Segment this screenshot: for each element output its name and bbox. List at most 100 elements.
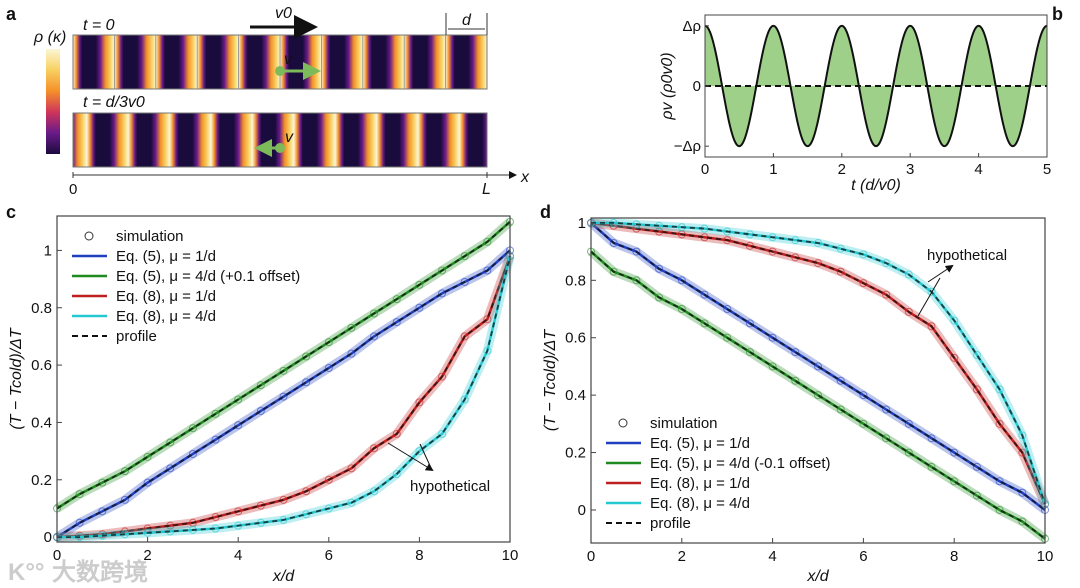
x-tick-label: 6	[325, 547, 333, 564]
simulation-point	[655, 293, 664, 302]
panel-label-d: d	[540, 202, 551, 222]
simulation-point	[927, 322, 936, 331]
simulation-point	[415, 398, 424, 407]
particle-label-t1: v	[285, 129, 294, 146]
simulation-point	[234, 421, 243, 430]
annotation-arrow	[927, 264, 954, 283]
y-axis-label: (T − Tcold)/ΔT	[8, 327, 25, 430]
cell-label: d	[462, 12, 472, 29]
y-tick-label: 0.2	[565, 445, 586, 462]
simulation-point	[995, 419, 1004, 428]
simulation-point	[75, 490, 84, 499]
simulation-point	[302, 378, 311, 387]
simulation-point	[972, 491, 981, 500]
simulation-point	[745, 348, 754, 357]
simulation-point	[483, 237, 492, 246]
legend-simulation-marker	[84, 231, 94, 241]
simulation-point	[927, 434, 936, 443]
x-axis-label: t (d/v0)	[851, 177, 901, 194]
x-tick-label: 8	[415, 547, 423, 564]
simulation-point	[188, 449, 197, 458]
panel-label-b: b	[1052, 4, 1063, 24]
axes-frame	[590, 217, 1046, 544]
x-tick-label: 1	[769, 161, 777, 178]
simulation-point	[166, 438, 175, 447]
simulation-point	[745, 319, 754, 328]
profile-line-1	[590, 250, 1046, 540]
simulation-point	[347, 349, 356, 358]
simulation-point	[120, 495, 129, 504]
simulation-point	[1018, 448, 1027, 457]
legend-label-3: Eq. (8), μ = 4/d	[650, 495, 750, 512]
y-axis-label: (T − Tcold)/ΔT	[542, 329, 559, 432]
x-tick-label: 2	[678, 548, 686, 565]
legend-label-0: Eq. (5), μ = 1/d	[650, 435, 750, 452]
x-tick-label: 0	[701, 161, 709, 178]
colorbar	[46, 49, 60, 154]
simulation-point	[768, 362, 777, 371]
simulation-point	[950, 448, 959, 457]
simulation-point	[882, 290, 891, 299]
simulation-point	[324, 475, 333, 484]
profile-line-0	[590, 222, 1046, 511]
panel-label-a: a	[6, 4, 17, 24]
simulation-point	[211, 409, 220, 418]
simulation-point	[279, 392, 288, 401]
x-tick-label: 10	[1037, 548, 1054, 565]
profile-line-1	[56, 221, 511, 510]
simulation-point	[791, 376, 800, 385]
simulation-point	[438, 372, 447, 381]
simulation-point	[483, 266, 492, 275]
simulation-point	[723, 305, 732, 314]
simulation-point	[700, 319, 709, 328]
annotation-arrow	[387, 442, 434, 472]
simulation-point	[904, 270, 913, 279]
panel-a-heatmap: ρ (κ) t = 0 t = d/3v0 v0 d x 0 L v v	[33, 5, 530, 198]
simulation-point	[950, 353, 959, 362]
simulation-point	[98, 478, 107, 487]
axes-frame	[56, 215, 511, 543]
simulation-point	[370, 444, 379, 453]
watermark-logo: K°°	[8, 559, 45, 586]
series-line-0	[56, 249, 511, 539]
profile-line-2	[590, 221, 1046, 505]
y-tick-label: 0.4	[565, 387, 586, 404]
simulation-point	[995, 477, 1004, 486]
x-tick-label: 8	[950, 548, 958, 565]
simulation-point	[1018, 517, 1027, 526]
y-tick-label: 0	[44, 529, 52, 546]
simulation-point	[234, 395, 243, 404]
y-tick-label: 0.2	[31, 472, 52, 489]
row-label-t1: t = d/3v0	[83, 94, 145, 111]
velocity-label: v0	[275, 5, 292, 22]
simulation-point	[143, 452, 152, 461]
watermark: 大数跨境	[52, 558, 148, 586]
panel-d-chart: 0 2 4 6 8 10 0 0.2 0.4 0.6 0.8 1 x/d (T − Tcold)/ΔT si…	[542, 215, 1053, 585]
simulation-point	[950, 316, 959, 325]
x-start-label: 0	[69, 181, 77, 198]
x-tick-label: 4	[234, 547, 242, 564]
y-tick-label: 1	[578, 215, 586, 232]
legend-label-2: Eq. (8), μ = 1/d	[650, 475, 750, 492]
simulation-point	[904, 307, 913, 316]
legend-profile-label: profile	[116, 328, 157, 345]
simulation-point	[859, 419, 868, 428]
simulation-point	[814, 391, 822, 400]
legend-label-3: Eq. (8), μ = 4/d	[116, 308, 216, 325]
legend-profile-label: profile	[650, 515, 691, 532]
y-axis-label: ρv (ρ0v0)	[659, 52, 676, 120]
panel-label-c: c	[6, 202, 16, 222]
simulation-point	[392, 429, 401, 438]
density-strip-1	[72, 112, 488, 168]
y-tick-label: 0.8	[31, 300, 52, 317]
y-tick-label: 0	[693, 78, 701, 95]
y-tick-label: 0.8	[565, 272, 586, 289]
x-tick-label: 4	[974, 161, 982, 178]
simulation-point	[677, 276, 686, 285]
simulation-point	[882, 405, 891, 414]
simulation-point	[370, 487, 379, 496]
simulation-point	[927, 462, 936, 471]
